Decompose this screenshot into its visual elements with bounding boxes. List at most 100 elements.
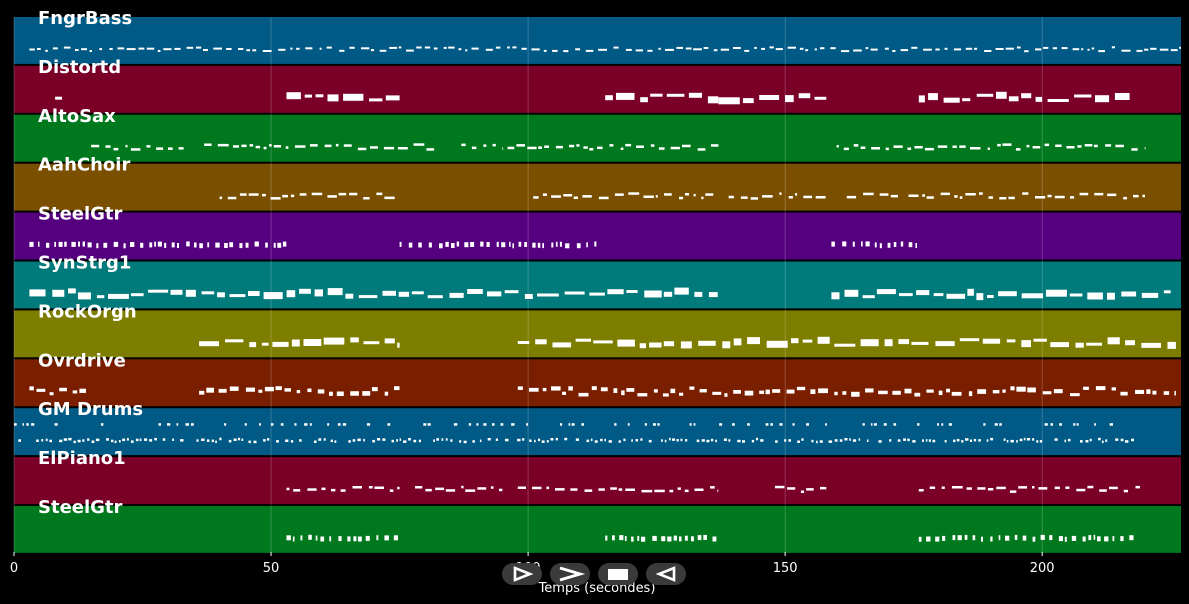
note <box>1061 47 1068 50</box>
note <box>495 46 501 49</box>
note <box>391 439 394 443</box>
note <box>965 438 969 441</box>
note <box>598 48 607 51</box>
note <box>465 489 476 492</box>
note <box>262 50 272 52</box>
note <box>795 193 798 196</box>
note <box>718 97 740 105</box>
note <box>139 438 142 442</box>
note <box>544 145 549 148</box>
note <box>1076 488 1086 492</box>
note <box>357 438 361 442</box>
note <box>77 439 81 443</box>
track-lane <box>14 114 1181 162</box>
note <box>1088 535 1092 541</box>
note <box>358 295 378 299</box>
fast-forward-button[interactable] <box>550 563 590 585</box>
note <box>309 423 312 426</box>
note <box>923 48 932 51</box>
note <box>537 293 559 297</box>
note <box>775 48 783 51</box>
note <box>976 293 984 301</box>
note <box>613 46 619 49</box>
note <box>426 148 435 151</box>
note <box>951 486 963 489</box>
note <box>264 386 274 392</box>
note <box>613 388 618 394</box>
note <box>792 423 795 426</box>
note <box>14 423 17 426</box>
note <box>370 146 378 149</box>
note <box>581 423 584 426</box>
note <box>914 392 921 397</box>
note <box>36 439 39 442</box>
note <box>860 146 866 149</box>
note <box>361 47 370 50</box>
note <box>744 390 754 396</box>
note <box>1135 485 1140 489</box>
note <box>36 388 46 392</box>
note <box>154 241 156 247</box>
note <box>707 96 719 104</box>
note <box>701 439 705 442</box>
note <box>831 292 840 300</box>
note <box>551 386 561 391</box>
note <box>605 535 608 541</box>
note <box>343 144 352 147</box>
note <box>842 241 847 247</box>
note <box>970 147 981 150</box>
rewind-button[interactable] <box>646 563 686 585</box>
note <box>529 439 532 442</box>
note <box>52 289 65 297</box>
note <box>653 423 656 426</box>
note <box>655 195 658 198</box>
note <box>117 47 125 50</box>
note <box>538 438 541 442</box>
note <box>413 143 425 146</box>
note <box>1058 536 1063 542</box>
note <box>957 535 962 541</box>
note <box>1114 93 1130 100</box>
note <box>977 389 987 394</box>
note <box>406 49 414 52</box>
note <box>370 49 374 52</box>
note <box>710 486 715 489</box>
note <box>273 145 282 148</box>
track-label: FngrBass <box>38 8 132 29</box>
note <box>99 48 103 51</box>
note <box>811 439 814 443</box>
note <box>273 242 276 248</box>
note <box>350 337 359 343</box>
play-button[interactable] <box>502 563 542 585</box>
note <box>435 487 445 491</box>
note <box>597 146 603 150</box>
note <box>1018 486 1027 489</box>
tick-label: 50 <box>263 561 280 576</box>
note <box>178 147 184 150</box>
note <box>1095 386 1106 391</box>
note <box>304 423 308 426</box>
note <box>249 144 254 147</box>
note <box>979 192 983 195</box>
note <box>113 147 119 151</box>
note <box>898 339 910 345</box>
note <box>801 438 804 441</box>
note <box>396 439 398 442</box>
note <box>685 47 692 50</box>
note <box>964 534 968 540</box>
note <box>413 439 417 443</box>
note <box>1024 50 1029 53</box>
note <box>1005 535 1010 541</box>
note <box>648 439 652 443</box>
note <box>296 47 300 50</box>
note <box>1081 48 1084 51</box>
note <box>810 389 816 395</box>
note <box>798 93 811 99</box>
note <box>363 197 370 200</box>
stop-button[interactable] <box>598 563 638 585</box>
note <box>672 438 675 441</box>
note <box>1150 47 1157 50</box>
note <box>1167 341 1176 349</box>
note <box>1091 47 1095 50</box>
note <box>617 339 635 347</box>
